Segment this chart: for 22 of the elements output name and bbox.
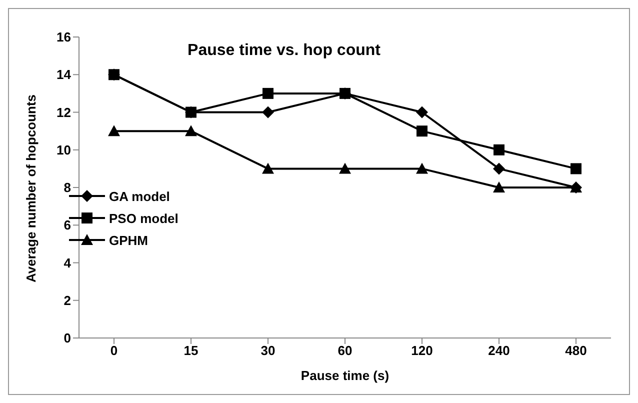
x-tick-label: 15	[184, 343, 198, 358]
legend-label: GPHM	[109, 232, 148, 248]
y-tick-label: 12	[56, 104, 71, 120]
x-tick-label: 120	[411, 343, 433, 358]
y-tick-label: 16	[56, 30, 71, 45]
y-axis-title: Average number of hopcounts	[24, 94, 39, 282]
x-tick-label: 240	[488, 343, 510, 358]
y-tick-label: 10	[56, 142, 71, 158]
x-axis-title: Pause time (s)	[300, 368, 390, 383]
x-tick-label: 480	[565, 343, 587, 358]
legend-label: GA model	[109, 188, 170, 204]
y-tick-label: 6	[64, 218, 71, 233]
x-tick-label: 0	[110, 343, 118, 358]
y-tick-label: 4	[64, 255, 72, 270]
y-tick-label: 8	[64, 180, 71, 196]
x-tick-label: 30	[260, 343, 276, 358]
x-tick-label: 60	[338, 343, 352, 358]
y-tick-label: 0	[64, 330, 71, 346]
chart-title: Pause time vs. hop count	[186, 42, 382, 60]
y-tick-label: 14	[56, 67, 72, 82]
legend-label: PSO model	[109, 210, 178, 226]
y-tick-label: 2	[64, 292, 71, 308]
